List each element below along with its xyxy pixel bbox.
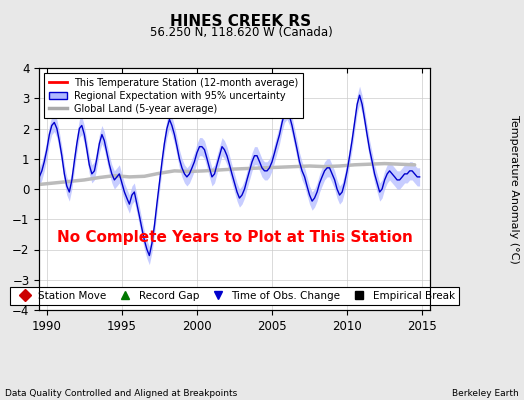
- Text: Berkeley Earth: Berkeley Earth: [452, 389, 519, 398]
- Text: No Complete Years to Plot at This Station: No Complete Years to Plot at This Statio…: [57, 230, 412, 245]
- Legend: Station Move, Record Gap, Time of Obs. Change, Empirical Break: Station Move, Record Gap, Time of Obs. C…: [10, 287, 459, 305]
- Text: Temperature Anomaly (°C): Temperature Anomaly (°C): [509, 115, 519, 263]
- Text: HINES CREEK RS: HINES CREEK RS: [170, 14, 312, 29]
- Text: 56.250 N, 118.620 W (Canada): 56.250 N, 118.620 W (Canada): [150, 26, 332, 39]
- Text: Data Quality Controlled and Aligned at Breakpoints: Data Quality Controlled and Aligned at B…: [5, 389, 237, 398]
